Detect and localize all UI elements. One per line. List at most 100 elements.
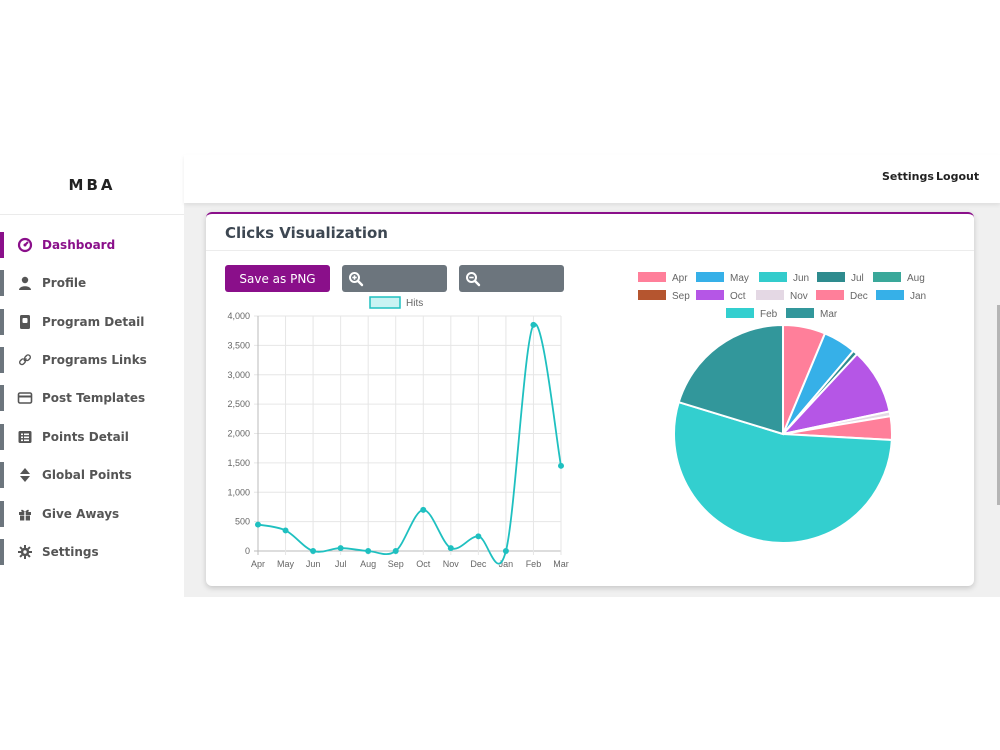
x-tick-label: Jul	[335, 559, 347, 569]
pie-legend-swatch-sep[interactable]	[638, 290, 666, 300]
pie-legend-label: Oct	[730, 291, 746, 302]
sidebar-item-indicator	[0, 501, 4, 527]
x-tick-label: Sep	[388, 559, 404, 569]
pie-legend-swatch-jan[interactable]	[876, 290, 904, 300]
sidebar-item-label: Settings	[42, 545, 99, 559]
brand-logo[interactable]: MBA	[0, 155, 184, 215]
sidebar-item-indicator	[0, 539, 4, 565]
pie-legend-label: Mar	[820, 309, 838, 320]
hits-data-point[interactable]	[255, 521, 261, 528]
sidebar-item-indicator	[0, 347, 4, 373]
card-icon	[17, 392, 33, 404]
pie-legend-swatch-aug[interactable]	[873, 272, 901, 282]
sidebar-item-give-aways[interactable]: Give Aways	[0, 501, 184, 527]
x-tick-label: Oct	[416, 559, 431, 569]
hits-legend-label: Hits	[406, 298, 423, 309]
hits-data-point[interactable]	[282, 527, 289, 534]
zoom-out-icon	[466, 272, 481, 287]
x-tick-label: Aug	[360, 559, 376, 569]
pie-legend-label: Sep	[672, 291, 690, 302]
hits-data-point[interactable]	[530, 321, 537, 328]
link-icon	[18, 354, 32, 366]
hits-data-point[interactable]	[310, 548, 317, 554]
sidebar-item-label: Dashboard	[42, 238, 116, 252]
hits-data-point[interactable]	[447, 545, 454, 552]
logout-link[interactable]: Logout	[936, 170, 980, 183]
pie-legend-label: Jun	[793, 273, 809, 284]
y-tick-label: 2,500	[227, 399, 250, 409]
dashboard-icon	[17, 237, 33, 253]
hits-data-point[interactable]	[365, 548, 372, 554]
x-tick-label: Mar	[553, 559, 569, 569]
y-tick-label: 2,000	[227, 429, 250, 439]
zoom-out-button[interactable]	[459, 265, 564, 292]
sidebar-item-indicator	[0, 424, 4, 450]
sidebar-item-label: Points Detail	[42, 430, 129, 444]
top-navbar: Settings Logout	[184, 155, 1000, 203]
settings-link[interactable]: Settings	[882, 170, 934, 183]
pie-legend-label: Aug	[907, 273, 925, 284]
pie-legend-swatch-oct[interactable]	[696, 290, 724, 300]
hits-data-point[interactable]	[420, 506, 427, 513]
sidebar-item-indicator	[0, 232, 4, 258]
user-icon	[19, 276, 31, 290]
x-tick-label: Apr	[251, 559, 265, 569]
y-tick-label: 3,000	[227, 370, 250, 380]
y-tick-label: 1,000	[227, 487, 250, 497]
save-as-png-button[interactable]: Save as PNG	[225, 265, 330, 292]
pie-legend-swatch-dec[interactable]	[816, 290, 844, 300]
y-tick-label: 3,500	[227, 340, 250, 350]
sidebar-item-programs-links[interactable]: Programs Links	[0, 347, 184, 373]
sidebar-item-settings[interactable]: Settings	[0, 539, 184, 565]
sidebar-item-dashboard[interactable]: Dashboard	[0, 232, 184, 258]
pie-legend-swatch-apr[interactable]	[638, 272, 666, 282]
pie-legend-swatch-nov[interactable]	[756, 290, 784, 300]
sidebar-item-indicator	[0, 309, 4, 335]
zoom-in-button[interactable]	[342, 265, 447, 292]
sidebar-item-label: Global Points	[42, 468, 132, 482]
gift-icon	[19, 509, 31, 521]
sidebar-item-label: Profile	[42, 276, 87, 290]
list-icon	[18, 431, 32, 443]
sidebar-item-label: Programs Links	[42, 353, 147, 367]
pie-legend-swatch-jun[interactable]	[759, 272, 787, 282]
sidebar-item-post-templates[interactable]: Post Templates	[0, 385, 184, 411]
sidebar-item-label: Program Detail	[42, 315, 145, 329]
pie-legend-label: Jan	[910, 291, 926, 302]
hits-data-point[interactable]	[392, 548, 399, 554]
sidebar-item-points-detail[interactable]: Points Detail	[0, 424, 184, 450]
card-title: Clicks Visualization	[225, 224, 388, 242]
hits-data-point[interactable]	[337, 545, 344, 552]
pie-legend-label: May	[730, 273, 749, 284]
sidebar-item-global-points[interactable]: Global Points	[0, 462, 184, 488]
sidebar-item-profile[interactable]: Profile	[0, 270, 184, 296]
pie-slice-mar[interactable]	[677, 323, 784, 436]
x-tick-label: Nov	[443, 559, 460, 569]
pie-legend-swatch-feb[interactable]	[726, 308, 754, 318]
document-icon	[20, 315, 30, 329]
hits-data-point[interactable]	[502, 548, 509, 554]
gear-icon	[18, 545, 32, 559]
hits-data-point[interactable]	[475, 533, 482, 540]
page-scrollbar[interactable]	[997, 305, 1000, 505]
sidebar-item-indicator	[0, 385, 4, 411]
hits-legend-swatch[interactable]	[369, 296, 401, 309]
pie-slice-feb[interactable]	[673, 400, 893, 544]
charts-canvas: 0 500 1,000 1,500 2,000 2,500 3,000 3,500 4,000 A…	[227, 272, 926, 569]
sidebar-item-indicator	[0, 462, 4, 488]
hits-data-point[interactable]	[558, 462, 564, 469]
y-tick-label: 4,000	[227, 311, 250, 321]
pie-legend-swatch-mar[interactable]	[786, 308, 814, 318]
hits-series-line	[257, 323, 562, 565]
x-tick-label: Jun	[306, 559, 321, 569]
x-tick-label: Dec	[470, 559, 487, 569]
x-tick-label: May	[277, 559, 295, 569]
pie-legend-label: Feb	[760, 309, 778, 320]
sidebar-item-label: Give Aways	[42, 507, 120, 521]
app: MBA Dashboard Profile Program Detail Progra…	[0, 155, 1000, 597]
pie-legend-swatch-may[interactable]	[696, 272, 724, 282]
sidebar-item-program-detail[interactable]: Program Detail	[0, 309, 184, 335]
zoom-in-icon	[349, 272, 364, 287]
card-divider	[206, 250, 974, 251]
pie-legend-swatch-jul[interactable]	[817, 272, 845, 282]
